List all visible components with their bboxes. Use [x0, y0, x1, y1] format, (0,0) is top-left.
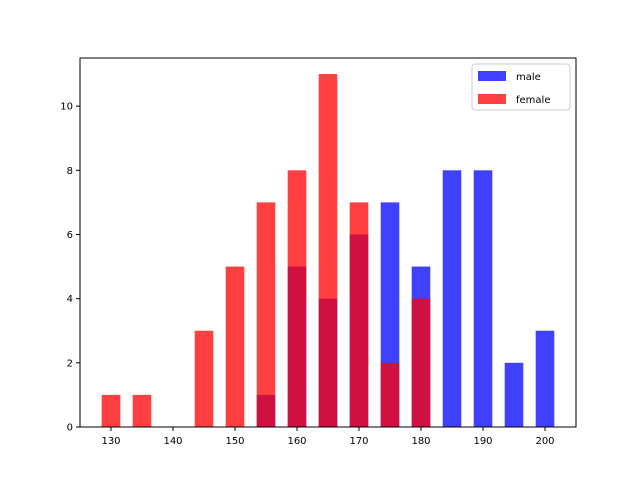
- y-tick-label: 2: [67, 358, 73, 369]
- bar-female-135: [132, 394, 152, 427]
- x-tick-label: 200: [535, 436, 554, 447]
- x-tick-label: 180: [411, 436, 430, 447]
- legend-label-male: male: [516, 72, 541, 83]
- bar-female-150: [225, 266, 245, 427]
- y-tick-label: 8: [67, 166, 73, 177]
- bar-male-195: [504, 362, 524, 427]
- bar-female-175: [380, 362, 400, 427]
- bar-female-170: [349, 202, 369, 427]
- x-axis: 130 140 150 160 170 180 190 200: [101, 427, 555, 447]
- y-tick-label: 10: [60, 102, 73, 113]
- y-axis: 0 2 4 6 8 10: [60, 102, 80, 434]
- bar-female-155: [256, 202, 276, 427]
- bar-male-185: [442, 170, 462, 427]
- legend: male female: [471, 63, 571, 111]
- axes-frame: [79, 57, 577, 428]
- legend-swatch-male: [478, 71, 506, 81]
- y-tick-label: 0: [67, 423, 73, 434]
- bar-female-160: [287, 170, 307, 427]
- bars-layer: [101, 74, 555, 427]
- x-tick-label: 130: [101, 436, 120, 447]
- bar-male-190: [473, 170, 493, 427]
- x-tick-label: 140: [163, 436, 182, 447]
- x-tick-label: 160: [287, 436, 306, 447]
- bar-female-130: [101, 394, 121, 427]
- x-tick-label: 150: [225, 436, 244, 447]
- bar-female-180: [411, 298, 431, 427]
- x-tick-label: 190: [473, 436, 492, 447]
- legend-swatch-female: [478, 94, 506, 104]
- bar-female-145: [194, 330, 214, 427]
- bar-female-165: [318, 74, 338, 427]
- bar-male-200: [535, 330, 555, 427]
- x-tick-label: 170: [349, 436, 368, 447]
- y-tick-label: 6: [67, 230, 73, 241]
- legend-label-female: female: [516, 95, 550, 106]
- y-tick-label: 4: [67, 294, 73, 305]
